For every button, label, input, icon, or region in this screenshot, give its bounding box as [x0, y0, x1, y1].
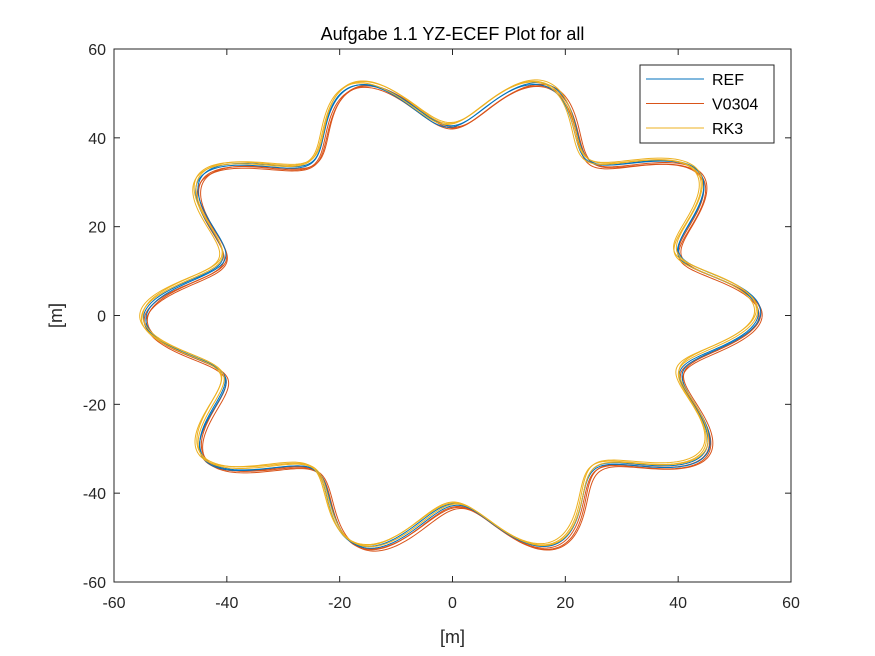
- x-tick-label: 0: [448, 595, 457, 612]
- lines-layer: [139, 79, 763, 552]
- y-tick-label: -20: [83, 397, 106, 414]
- y-tick-label: 20: [88, 220, 106, 237]
- x-tick-label: -60: [102, 595, 125, 612]
- series-line-rk3: [142, 80, 759, 546]
- y-axis-label: [m]: [46, 303, 66, 328]
- legend-label-ref: REF: [712, 72, 744, 89]
- series-line-v0304: [146, 85, 763, 551]
- x-axis-label: [m]: [440, 627, 465, 647]
- y-tick-label: 40: [88, 131, 106, 148]
- ticks-layer: -60 -40 -20 0 20 40 60 -60 -40 -20 0 20 40 60: [83, 42, 800, 612]
- y-tick-label: 60: [88, 42, 106, 59]
- series-line-v0304: [143, 83, 760, 552]
- series-line-rk3: [139, 79, 756, 548]
- legend-label-v0304: V0304: [712, 97, 758, 114]
- y-tick-label: -40: [83, 486, 106, 503]
- x-tick-label: 20: [556, 595, 574, 612]
- x-tick-label: -40: [215, 595, 238, 612]
- x-tick-label: 40: [669, 595, 687, 612]
- y-tick-label: -60: [83, 575, 106, 592]
- x-tick-label: -20: [328, 595, 351, 612]
- chart-title: Aufgabe 1.1 YZ-ECEF Plot for all: [321, 24, 585, 44]
- x-tick-label: 60: [782, 595, 800, 612]
- y-tick-label: 0: [97, 309, 106, 326]
- legend-label-rk3: RK3: [712, 121, 743, 138]
- legend: REF V0304 RK3: [639, 64, 775, 144]
- series-line-rk3: [140, 80, 757, 547]
